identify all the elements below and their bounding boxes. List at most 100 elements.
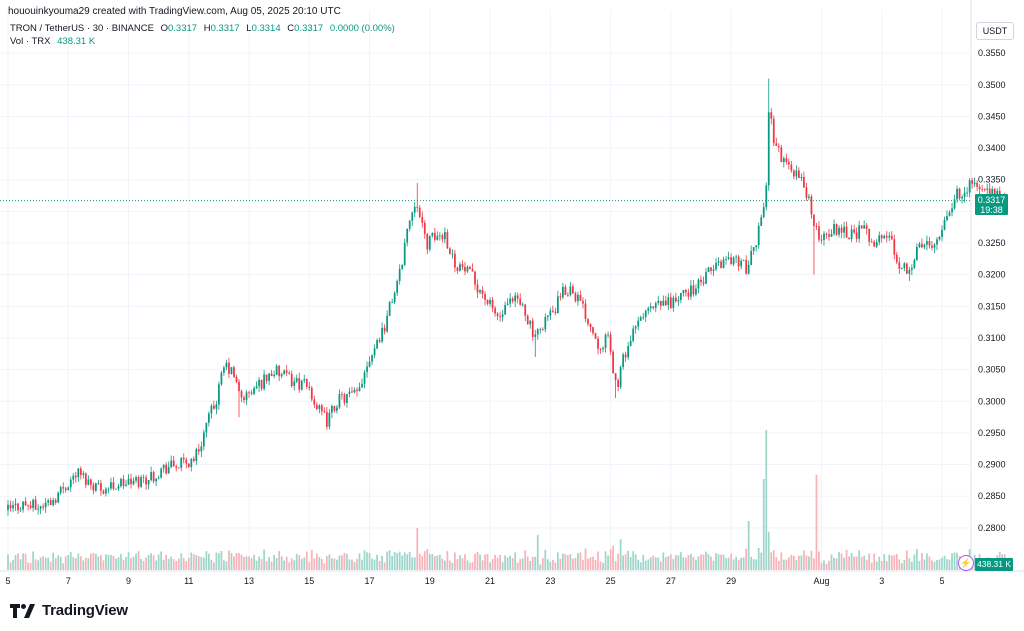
volume-bar (931, 560, 933, 570)
volume-bar (654, 557, 657, 570)
candle-body (72, 475, 75, 480)
volume-bar (815, 474, 818, 570)
candle-body (953, 199, 956, 209)
volume-bar (775, 557, 778, 570)
candle-body (800, 176, 803, 179)
candle-body (818, 226, 820, 240)
candle-body (682, 289, 685, 294)
candle-body (710, 267, 712, 271)
volume-bar (165, 554, 168, 570)
currency-unit-button[interactable]: USDT (976, 22, 1014, 40)
volume-bar (589, 557, 592, 570)
candle-body (936, 239, 938, 245)
volume-bar (594, 559, 597, 570)
candle-body (572, 286, 574, 294)
candle-body (848, 237, 850, 240)
volume-bar (167, 558, 170, 570)
volume-bar (433, 556, 436, 570)
volume-bar (142, 560, 145, 570)
candle-body (145, 477, 147, 485)
volume-label[interactable]: Vol · TRX (10, 36, 51, 47)
volume-bar (115, 558, 117, 570)
candle-body (443, 232, 446, 240)
volume-bar (250, 558, 253, 570)
volume-bar (413, 557, 416, 570)
tradingview-logo[interactable]: TradingView (10, 602, 128, 619)
volume-bar (441, 558, 444, 570)
volume-bar (549, 561, 552, 570)
volume-bar (843, 557, 845, 570)
candle-body (664, 300, 667, 306)
volume-bar (24, 553, 27, 570)
volume-bar (720, 554, 722, 570)
volume-bar (210, 559, 213, 570)
candle-body (366, 366, 368, 373)
candle-body (963, 192, 966, 197)
candle-body (782, 158, 785, 163)
symbol-title[interactable]: TRON / TetherUS · 30 · BINANCE (10, 23, 154, 34)
y-tick-label: 0.3450 (978, 111, 1006, 121)
candle-body (446, 232, 449, 249)
candle-body (549, 310, 552, 316)
candle-body (506, 303, 509, 306)
volume-bar (243, 557, 245, 570)
volume-bar (577, 553, 579, 570)
volume-bar (92, 552, 95, 570)
candle-body (52, 499, 55, 506)
candle-body (725, 258, 727, 260)
volume-value: 438.31 K (57, 36, 96, 47)
volume-bar (318, 557, 321, 570)
candle-body (9, 504, 12, 509)
candle-body (403, 242, 406, 265)
volume-bar (54, 558, 57, 570)
volume-bar (117, 557, 120, 570)
candle-body (177, 467, 180, 469)
volume-bar (697, 556, 700, 570)
volume-bar (677, 555, 680, 570)
candle-body (747, 265, 750, 274)
candle-body (378, 340, 381, 342)
candle-body (268, 373, 270, 381)
candle-body (172, 460, 175, 467)
x-tick-label: 5 (5, 576, 10, 586)
volume-bar (77, 553, 80, 570)
candle-body (351, 391, 353, 393)
volume-bar (893, 555, 896, 570)
volume-bar (388, 550, 391, 570)
candle-body (331, 406, 333, 413)
candle-body (946, 215, 948, 221)
volume-bar (810, 550, 813, 570)
candle-body (634, 326, 637, 329)
volume-bar (361, 559, 363, 570)
volume-bar (486, 553, 489, 570)
candle-body (34, 499, 37, 510)
candle-body (629, 340, 632, 346)
volume-bar (336, 559, 338, 570)
high-label: H (203, 23, 211, 34)
volume-bar (283, 560, 286, 570)
volume-bar (293, 560, 296, 570)
volume-bar (539, 564, 542, 570)
candle-body (898, 262, 901, 269)
candle-body (192, 458, 195, 461)
volume-bar (732, 559, 735, 570)
candle-body (64, 488, 67, 491)
volume-indicator-icon[interactable]: ⚡ (958, 555, 974, 571)
volume-bar (604, 551, 607, 570)
volume-bar (341, 555, 343, 570)
volume-bar (393, 552, 396, 570)
volume-bar (438, 554, 441, 570)
candle-body (931, 245, 933, 248)
candle-body (240, 391, 243, 398)
volume-bar (471, 562, 474, 570)
candle-body (966, 192, 968, 194)
candle-body (7, 504, 9, 511)
candle-body (559, 296, 562, 298)
volume-bar (805, 555, 808, 570)
volume-bar (315, 553, 318, 570)
candle-body (765, 185, 768, 208)
volume-bar (828, 560, 830, 570)
candle-body (315, 404, 318, 410)
volume-bar (627, 550, 630, 570)
